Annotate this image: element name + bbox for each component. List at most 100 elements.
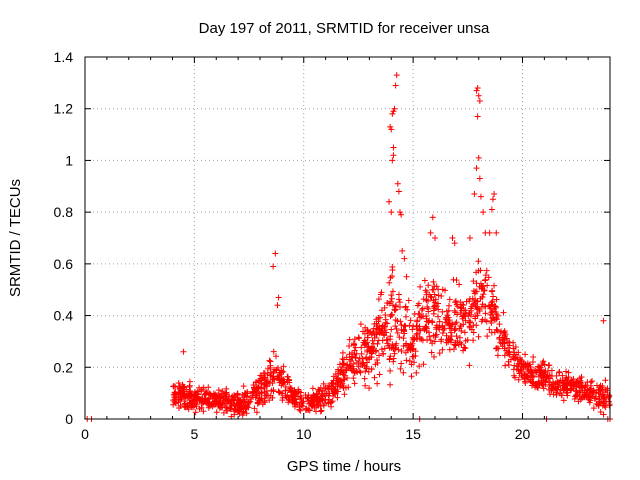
- data-point: [550, 391, 557, 398]
- data-point: [388, 311, 395, 318]
- data-point: [596, 396, 603, 403]
- data-point: [228, 406, 235, 413]
- data-point: [401, 328, 408, 335]
- data-point: [368, 366, 375, 373]
- data-point: [600, 317, 607, 324]
- data-point: [456, 281, 463, 288]
- data-point: [245, 404, 252, 411]
- data-point: [382, 316, 389, 323]
- data-point: [401, 322, 408, 329]
- data-point: [465, 313, 472, 320]
- data-point: [267, 364, 274, 371]
- data-point: [445, 302, 452, 309]
- data-point: [363, 355, 370, 362]
- data-point: [409, 334, 416, 341]
- data-point: [370, 340, 377, 347]
- data-point: [321, 401, 328, 408]
- data-point: [391, 105, 398, 112]
- data-point: [546, 371, 553, 378]
- data-point: [493, 229, 500, 236]
- data-point: [300, 398, 307, 405]
- data-point: [428, 349, 435, 356]
- data-point: [263, 391, 270, 398]
- data-point: [387, 298, 394, 305]
- data-point: [389, 267, 396, 274]
- data-point: [180, 348, 187, 355]
- data-point: [329, 398, 336, 405]
- data-point: [384, 320, 391, 327]
- data-point: [241, 398, 248, 405]
- data-point: [366, 329, 373, 336]
- data-point: [473, 322, 480, 329]
- data-point: [392, 82, 399, 89]
- data-point: [273, 353, 280, 360]
- data-point: [368, 354, 375, 361]
- data-point: [489, 287, 496, 294]
- data-point: [374, 357, 381, 364]
- data-point: [602, 389, 608, 396]
- data-point: [270, 263, 277, 270]
- data-point: [473, 306, 480, 313]
- data-point: [470, 337, 477, 344]
- data-point: [362, 368, 369, 375]
- data-point: [387, 381, 394, 388]
- data-point: [401, 255, 408, 262]
- data-point: [598, 391, 605, 398]
- data-point: [341, 391, 348, 398]
- data-point: [447, 337, 454, 344]
- data-point: [425, 282, 432, 289]
- data-point: [491, 306, 498, 313]
- data-point: [183, 386, 190, 393]
- data-point: [537, 364, 544, 371]
- data-point: [288, 385, 295, 392]
- data-point: [443, 308, 450, 315]
- data-point: [339, 364, 346, 371]
- data-point: [357, 321, 364, 328]
- data-point: [396, 296, 403, 303]
- data-point: [282, 387, 289, 394]
- data-point: [193, 390, 200, 397]
- data-point: [484, 282, 491, 289]
- data-point: [340, 385, 347, 392]
- y-tick-label: 0.6: [54, 256, 74, 272]
- data-point: [578, 393, 585, 400]
- data-point: [205, 404, 212, 411]
- data-point: [516, 370, 523, 377]
- data-point: [244, 390, 251, 397]
- data-point: [472, 313, 479, 320]
- data-point: [461, 344, 468, 351]
- data-point: [291, 387, 298, 394]
- data-point: [581, 394, 588, 401]
- y-tick-labels: 0 0.2 0.4 0.6 0.8 1 1.2 1.4: [54, 49, 74, 427]
- data-point: [176, 384, 183, 391]
- data-point: [466, 362, 473, 369]
- data-point: [439, 308, 446, 315]
- data-point: [537, 372, 544, 379]
- data-point: [381, 345, 388, 352]
- data-point: [435, 300, 442, 307]
- data-point: [502, 362, 509, 369]
- data-point: [352, 344, 359, 351]
- data-point: [325, 382, 332, 389]
- data-point: [389, 110, 396, 117]
- data-point: [205, 399, 212, 406]
- data-point: [429, 286, 436, 293]
- data-point: [373, 320, 380, 327]
- data-point: [466, 298, 473, 305]
- data-point: [466, 318, 473, 325]
- data-point: [564, 377, 571, 384]
- data-point: [219, 388, 226, 395]
- data-point: [311, 395, 318, 402]
- data-point: [563, 375, 570, 382]
- data-point: [388, 209, 395, 216]
- data-point: [363, 363, 370, 370]
- data-point: [278, 375, 285, 382]
- data-point: [212, 391, 219, 398]
- data-point: [538, 380, 545, 387]
- data-point: [340, 376, 347, 383]
- data-point: [274, 302, 281, 309]
- data-point: [331, 389, 338, 396]
- data-point: [400, 369, 407, 376]
- data-point: [254, 400, 261, 407]
- data-point: [505, 350, 512, 357]
